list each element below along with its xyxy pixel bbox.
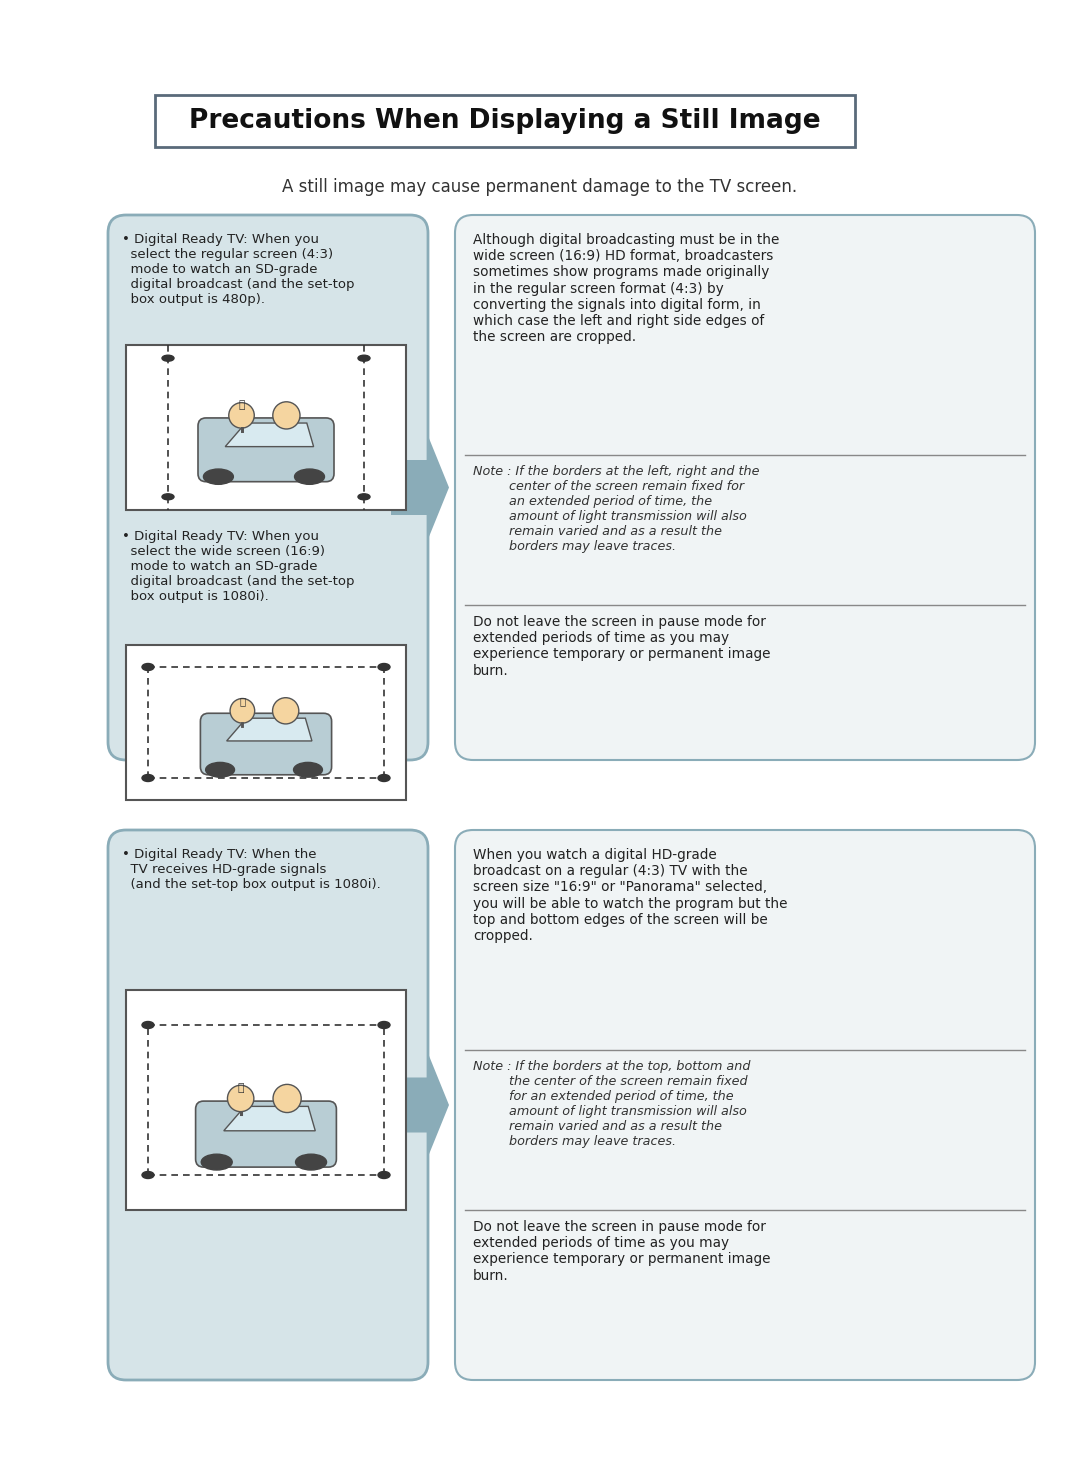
Ellipse shape <box>162 355 174 362</box>
FancyBboxPatch shape <box>201 713 332 775</box>
Ellipse shape <box>162 494 174 500</box>
Text: Note : If the borders at the top, bottom and
         the center of the screen r: Note : If the borders at the top, bottom… <box>473 1061 751 1147</box>
Text: ︶: ︶ <box>240 696 245 706</box>
Circle shape <box>228 1086 254 1112</box>
Circle shape <box>273 402 300 430</box>
Text: ︶: ︶ <box>238 1083 244 1093</box>
Ellipse shape <box>378 1021 390 1028</box>
Text: Note : If the borders at the left, right and the
         center of the screen r: Note : If the borders at the left, right… <box>473 465 759 553</box>
Text: • Digital Ready TV: When you
  select the wide screen (16:9)
  mode to watch an : • Digital Ready TV: When you select the … <box>122 530 354 603</box>
Ellipse shape <box>378 775 390 781</box>
FancyBboxPatch shape <box>126 990 406 1211</box>
Circle shape <box>229 403 254 428</box>
Text: • Digital Ready TV: When you
  select the regular screen (4:3)
  mode to watch a: • Digital Ready TV: When you select the … <box>122 232 354 306</box>
Text: A still image may cause permanent damage to the TV screen.: A still image may cause permanent damage… <box>283 178 797 196</box>
Circle shape <box>272 697 299 724</box>
FancyBboxPatch shape <box>455 830 1035 1380</box>
Ellipse shape <box>378 663 390 671</box>
Text: Precautions When Displaying a Still Image: Precautions When Displaying a Still Imag… <box>189 107 821 134</box>
Polygon shape <box>227 718 312 741</box>
Ellipse shape <box>205 762 234 777</box>
Circle shape <box>273 1084 301 1112</box>
Ellipse shape <box>141 1021 154 1028</box>
Polygon shape <box>391 1055 449 1155</box>
Ellipse shape <box>378 1171 390 1178</box>
Ellipse shape <box>296 1155 326 1169</box>
Ellipse shape <box>357 494 370 500</box>
Ellipse shape <box>295 469 324 484</box>
Ellipse shape <box>141 663 154 671</box>
FancyBboxPatch shape <box>126 644 406 800</box>
Polygon shape <box>391 437 449 537</box>
FancyBboxPatch shape <box>126 346 406 510</box>
FancyBboxPatch shape <box>108 830 428 1380</box>
Text: Although digital broadcasting must be in the
wide screen (16:9) HD format, broad: Although digital broadcasting must be in… <box>473 232 780 344</box>
Ellipse shape <box>141 775 154 781</box>
Text: Do not leave the screen in pause mode for
extended periods of time as you may
ex: Do not leave the screen in pause mode fo… <box>473 615 770 678</box>
Text: • Digital Ready TV: When the
  TV receives HD-grade signals
  (and the set-top b: • Digital Ready TV: When the TV receives… <box>122 847 381 891</box>
Ellipse shape <box>203 469 233 484</box>
Circle shape <box>230 699 255 724</box>
FancyBboxPatch shape <box>455 215 1035 761</box>
Polygon shape <box>224 1106 315 1131</box>
Ellipse shape <box>141 1171 154 1178</box>
Text: Do not leave the screen in pause mode for
extended periods of time as you may
ex: Do not leave the screen in pause mode fo… <box>473 1219 770 1283</box>
Polygon shape <box>226 424 313 447</box>
Ellipse shape <box>294 762 323 777</box>
Ellipse shape <box>357 355 370 362</box>
FancyBboxPatch shape <box>156 96 855 147</box>
FancyBboxPatch shape <box>198 418 334 481</box>
Text: When you watch a digital HD-grade
broadcast on a regular (4:3) TV with the
scree: When you watch a digital HD-grade broadc… <box>473 847 787 943</box>
Text: ︶: ︶ <box>239 400 245 410</box>
Ellipse shape <box>201 1155 232 1169</box>
FancyBboxPatch shape <box>108 215 428 761</box>
FancyBboxPatch shape <box>195 1102 336 1167</box>
